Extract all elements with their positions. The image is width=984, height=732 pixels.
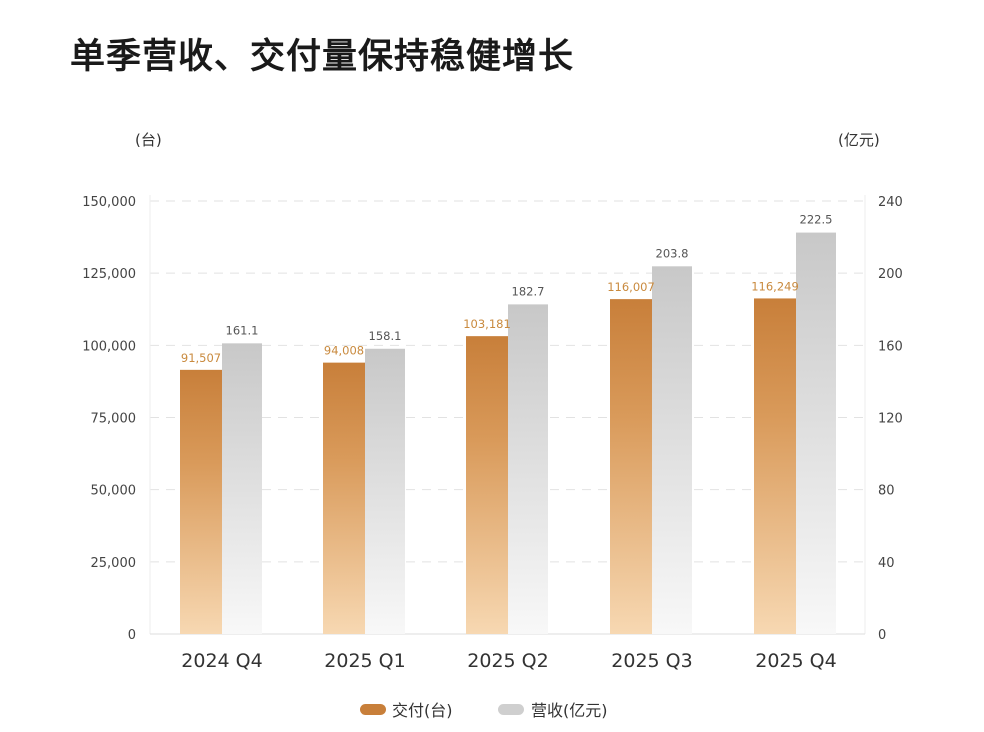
left-axis-tick: 50,000 <box>91 484 137 499</box>
left-axis-tick: 0 <box>128 628 136 643</box>
data-label-deliveries: 116,007 <box>607 280 655 294</box>
data-label-deliveries: 103,181 <box>463 317 511 331</box>
data-label-deliveries: 91,507 <box>181 351 221 365</box>
legend-label-deliveries: 交付(台) <box>392 701 453 720</box>
left-axis-tick: 125,000 <box>82 267 136 282</box>
bar-revenue <box>365 348 405 634</box>
right-axis-tick: 160 <box>878 339 903 354</box>
data-label-revenue: 182.7 <box>512 284 545 298</box>
chart-title: 单季营收、交付量保持稳健增长 <box>70 37 575 77</box>
bar-revenue <box>222 343 262 634</box>
data-label-revenue: 158.1 <box>369 329 402 343</box>
left-axis-tick: 25,000 <box>91 556 137 571</box>
x-axis-category-label: 2025 Q1 <box>324 650 405 672</box>
legend-swatch-revenue <box>498 704 524 715</box>
bar-deliveries <box>754 298 796 634</box>
x-axis-category-label: 2024 Q4 <box>181 650 262 672</box>
left-axis-tick: 75,000 <box>91 412 137 427</box>
bar-revenue <box>652 266 692 634</box>
x-axis-category-label: 2025 Q3 <box>611 650 692 672</box>
bar-deliveries <box>466 336 508 634</box>
bar-deliveries <box>610 299 652 634</box>
legend-label-revenue: 营收(亿元) <box>531 701 608 720</box>
x-axis-category-label: 2025 Q2 <box>467 650 548 672</box>
right-axis-unit: (亿元) <box>838 131 880 149</box>
data-label-revenue: 222.5 <box>800 213 833 227</box>
bar-revenue <box>796 232 836 634</box>
right-axis-tick: 200 <box>878 267 903 282</box>
x-axis-category-label: 2025 Q4 <box>755 650 836 672</box>
bar-deliveries <box>323 362 365 634</box>
right-axis-tick: 0 <box>878 628 886 643</box>
right-axis-tick: 120 <box>878 412 903 427</box>
left-axis-tick: 100,000 <box>82 339 136 354</box>
right-axis-tick: 240 <box>878 195 903 210</box>
bar-deliveries <box>180 369 222 634</box>
bar-revenue <box>508 304 548 634</box>
legend-swatch-deliveries <box>360 704 386 715</box>
left-axis-unit: (台) <box>135 131 162 149</box>
data-label-revenue: 203.8 <box>656 246 689 260</box>
data-label-revenue: 161.1 <box>226 323 259 337</box>
data-label-deliveries: 116,249 <box>751 279 799 293</box>
left-axis-tick: 150,000 <box>82 195 136 210</box>
data-label-deliveries: 94,008 <box>324 344 364 358</box>
right-axis-tick: 80 <box>878 484 895 499</box>
right-axis-tick: 40 <box>878 556 895 571</box>
